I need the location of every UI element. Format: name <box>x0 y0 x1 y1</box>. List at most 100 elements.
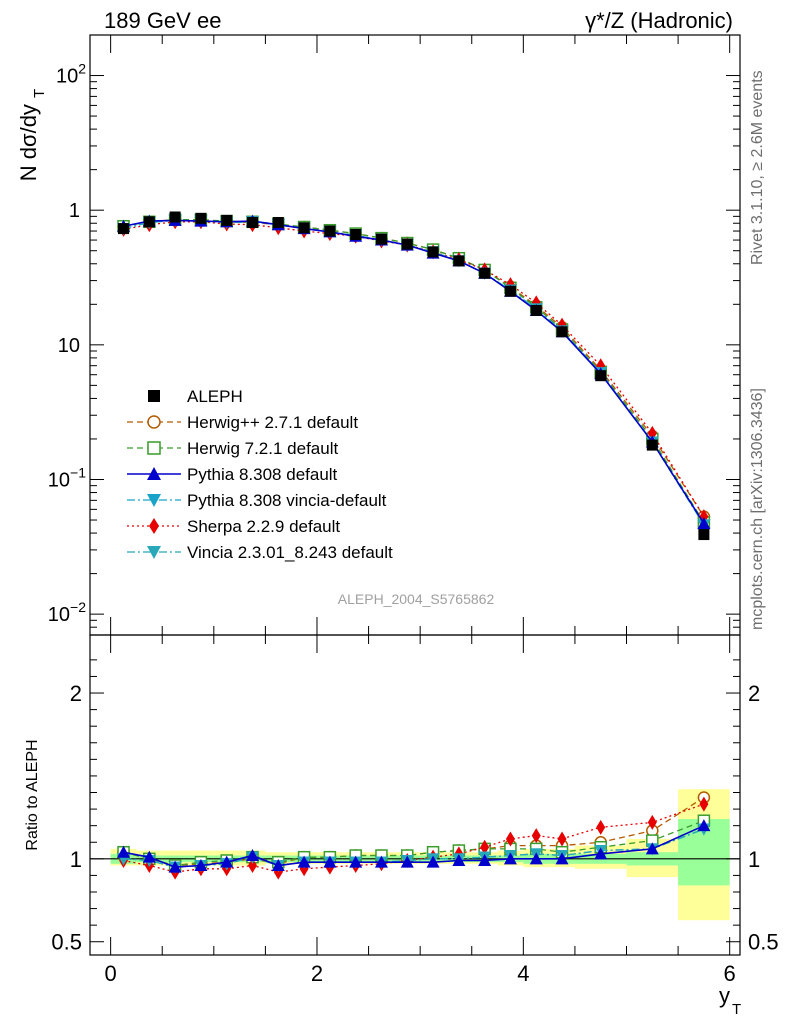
x-tick-label: 2 <box>311 961 323 986</box>
legend-entry-vincia: Vincia 2.3.01_8.243 default <box>127 543 393 562</box>
main-point-ALEPH <box>556 326 568 338</box>
ratio-point-pythia <box>697 819 711 832</box>
main-point-ALEPH <box>698 529 710 541</box>
ratio-point-sherpa <box>596 819 606 835</box>
x-axis-label-text: y <box>719 983 730 1008</box>
legend-label-pythia_vincia: Pythia 8.308 vincia-default <box>187 491 387 510</box>
ratio-point-sherpa <box>480 839 490 855</box>
ratio-point-pythia <box>297 855 311 868</box>
ratio-panel: 0.5 0.5 1 1 2 2 0 2 4 6 <box>51 634 779 986</box>
legend-marker-herwigpp <box>147 415 161 429</box>
main-series-line-sherpa <box>123 221 705 517</box>
main-series-line-herwigpp <box>123 219 705 517</box>
main-point-ALEPH <box>272 217 284 229</box>
legend-marker-vincia <box>147 546 161 559</box>
ratio-y-tick-label-left: 1 <box>70 847 82 872</box>
ratio-point-pythia <box>168 860 182 873</box>
legend: ALEPH Herwig++ 2.7.1 default Herwig 7.2.1 … <box>127 387 393 562</box>
ratio-point-sherpa <box>531 828 541 844</box>
ratio-y-tick-label-left: 2 <box>70 681 82 706</box>
main-point-ALEPH <box>350 228 362 240</box>
main-point-pythia <box>697 517 711 530</box>
ratio-point-sherpa <box>557 831 567 847</box>
ratio-point-sherpa <box>699 796 709 812</box>
main-point-ALEPH <box>169 211 181 223</box>
ratio-point-pythia <box>374 855 388 868</box>
mcplots-source-label: mcplots.cern.ch [arXiv:1306.3436] <box>749 388 766 630</box>
ratio-point-pythia <box>529 852 543 865</box>
legend-label-vincia: Vincia 2.3.01_8.243 default <box>187 543 393 562</box>
main-y-tick-label: 10 <box>58 335 80 357</box>
x-axis-label-sub: T <box>732 1001 741 1018</box>
ratio-point-pythia <box>478 853 492 866</box>
main-y-tick-label-base: 10 <box>56 66 78 88</box>
main-point-ALEPH <box>324 225 336 237</box>
ratio-point-pythia <box>555 852 569 865</box>
main-y-tick-label-base: 10 <box>48 604 70 626</box>
chart-title-left: 189 GeV ee <box>104 8 221 33</box>
x-axis-label: y T <box>719 983 741 1018</box>
main-y-tick-label-exponent: −1 <box>70 464 86 480</box>
legend-marker-pythia <box>147 467 161 480</box>
main-y-tick-label-base: 10 <box>48 469 70 491</box>
legend-marker-ALEPH <box>148 390 160 402</box>
chart-title-right: γ*/Z (Hadronic) <box>585 8 733 33</box>
legend-label-herwigpp: Herwig++ 2.7.1 default <box>187 413 358 432</box>
ratio-point-pythia <box>645 842 659 855</box>
ratio-y-axis-label: Ratio to ALEPH <box>24 739 41 850</box>
main-series-ALEPH <box>118 211 710 541</box>
legend-entry-herwigpp: Herwig++ 2.7.1 default <box>127 413 358 432</box>
legend-marker-sherpa <box>149 518 159 534</box>
analysis-tag: ALEPH_2004_S5765862 <box>338 591 495 607</box>
legend-entry-sherpa: Sherpa 2.2.9 default <box>127 517 340 536</box>
legend-label-pythia: Pythia 8.308 default <box>187 465 338 484</box>
rivet-version-label: Rivet 3.1.10, ≥ 2.6M events <box>749 70 766 265</box>
ratio-point-pythia <box>117 845 131 858</box>
ratio-point-pythia <box>323 855 337 868</box>
main-y-tick-label-base: 1 <box>69 200 80 222</box>
main-series-line-herwig7 <box>123 219 705 523</box>
legend-entry-pythia: Pythia 8.308 default <box>127 465 338 484</box>
legend-label-herwig7: Herwig 7.2.1 default <box>187 439 338 458</box>
main-point-ALEPH <box>504 285 516 297</box>
main-point-ALEPH <box>401 238 413 250</box>
ratio-series-pythia <box>117 819 711 873</box>
main-point-ALEPH <box>595 370 607 382</box>
main-y-tick-label-base: 10 <box>58 335 80 357</box>
ratio-point-sherpa <box>248 857 257 873</box>
main-point-ALEPH <box>221 214 233 226</box>
legend-entry-herwig7: Herwig 7.2.1 default <box>127 439 338 458</box>
ratio-y-tick-label-right: 2 <box>748 681 760 706</box>
ratio-y-tick-label-right: 0.5 <box>748 930 779 955</box>
main-point-ALEPH <box>479 267 491 279</box>
main-y-tick-label: 10−1 <box>48 464 86 491</box>
legend-label-sherpa: Sherpa 2.2.9 default <box>187 517 340 536</box>
ratio-point-pythia <box>142 850 156 863</box>
main-point-ALEPH <box>375 233 387 245</box>
ratio-point-pythia <box>503 852 517 865</box>
main-y-tick-label-exponent: −2 <box>70 599 86 615</box>
main-point-ALEPH <box>195 212 207 224</box>
ratio-point-sherpa <box>505 831 515 847</box>
main-point-ALEPH <box>453 255 465 267</box>
ratio-point-pythia <box>349 855 363 868</box>
ratio-point-pythia <box>426 855 440 868</box>
ratio-point-pythia <box>452 853 466 866</box>
main-point-ALEPH <box>298 222 310 234</box>
svg-text:N dσ/dy T: N dσ/dy T <box>16 89 48 181</box>
main-y-tick-label: 102 <box>56 61 86 88</box>
ratio-point-pythia <box>594 847 608 860</box>
ratio-point-sherpa <box>647 814 657 830</box>
main-point-ALEPH <box>427 246 439 258</box>
main-y-tick-label: 1 <box>69 200 80 222</box>
main-point-ALEPH <box>143 216 155 228</box>
main-point-ALEPH <box>646 439 658 451</box>
x-tick-label: 6 <box>724 961 736 986</box>
ratio-plot-frame <box>89 634 741 956</box>
main-point-ALEPH <box>247 217 258 229</box>
main-y-tick-label: 10−2 <box>48 599 86 626</box>
main-point-ALEPH <box>530 304 542 316</box>
main-y-tick-label-exponent: 2 <box>78 61 86 77</box>
